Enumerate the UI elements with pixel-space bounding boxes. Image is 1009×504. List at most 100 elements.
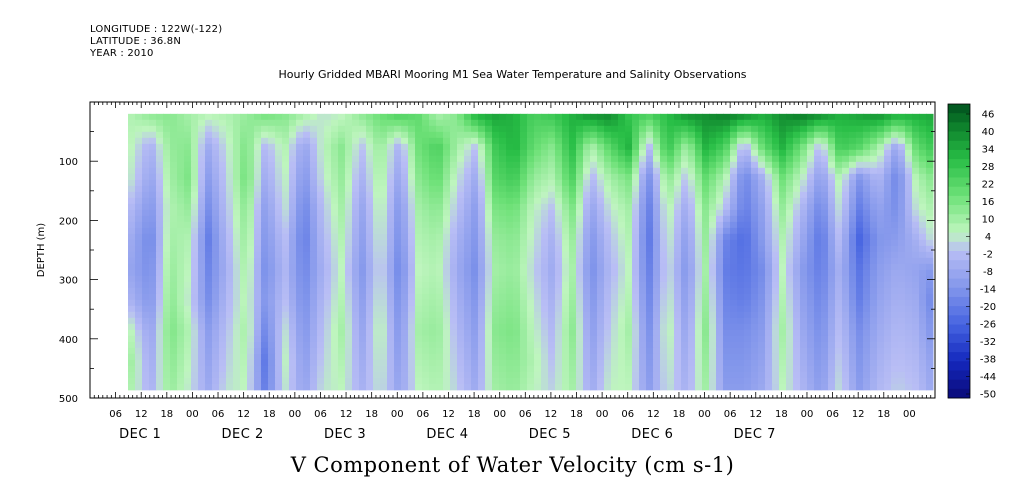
heatmap-cell <box>548 155 556 163</box>
heatmap-cell <box>226 179 234 187</box>
heatmap-cell <box>366 263 374 271</box>
heatmap-cell <box>660 185 668 193</box>
heatmap-cell <box>205 113 213 121</box>
heatmap-cell <box>520 269 528 277</box>
heatmap-cell <box>429 125 437 133</box>
heatmap-cell <box>303 119 311 127</box>
heatmap-cell <box>814 335 822 343</box>
heatmap-cell <box>765 305 773 313</box>
heatmap-cell <box>345 299 353 307</box>
heatmap-cell <box>275 371 283 379</box>
heatmap-cell <box>380 119 388 127</box>
heatmap-cell <box>821 239 829 247</box>
heatmap-cell <box>527 221 535 229</box>
heatmap-cell <box>520 305 528 313</box>
heatmap-cell <box>702 269 710 277</box>
heatmap-cell <box>184 179 192 187</box>
heatmap-cell <box>625 365 633 373</box>
heatmap-cell <box>303 191 311 199</box>
heatmap-cell <box>527 203 535 211</box>
heatmap-cell <box>296 251 304 259</box>
heatmap-cell <box>485 329 493 337</box>
heatmap-cell <box>905 215 913 223</box>
heatmap-cell <box>478 209 486 217</box>
heatmap-cell <box>611 257 619 265</box>
heatmap-cell <box>632 167 640 175</box>
heatmap-cell <box>520 251 528 259</box>
heatmap-cell <box>436 263 444 271</box>
heatmap-cell <box>856 203 864 211</box>
heatmap-cell <box>128 263 136 271</box>
heatmap-cell <box>317 173 325 181</box>
heatmap-cell <box>513 323 521 331</box>
heatmap-cell <box>275 329 283 337</box>
heatmap-cell <box>212 137 220 145</box>
heatmap-cell <box>289 113 297 121</box>
heatmap-cell <box>128 311 136 319</box>
heatmap-cell <box>366 155 374 163</box>
heatmap-cell <box>870 113 878 121</box>
heatmap-cell <box>457 191 465 199</box>
heatmap-cell <box>345 227 353 235</box>
heatmap-cell <box>450 233 458 241</box>
heatmap-cell <box>884 335 892 343</box>
heatmap-cell <box>604 257 612 265</box>
heatmap-cell <box>555 149 563 157</box>
heatmap-cell <box>366 239 374 247</box>
heatmap-cell <box>436 203 444 211</box>
heatmap-cell <box>891 161 899 169</box>
heatmap-cell <box>814 305 822 313</box>
heatmap-cell <box>191 137 199 145</box>
heatmap-cell <box>324 299 332 307</box>
heatmap-cell <box>863 143 871 151</box>
heatmap-cell <box>919 167 927 175</box>
heatmap-cell <box>457 155 465 163</box>
heatmap-cell <box>828 209 836 217</box>
heatmap-cell <box>261 131 269 139</box>
heatmap-cell <box>436 197 444 205</box>
heatmap-cell <box>457 215 465 223</box>
heatmap-cell <box>779 131 787 139</box>
heatmap-cell <box>870 365 878 373</box>
heatmap-cell <box>422 323 430 331</box>
heatmap-cell <box>800 281 808 289</box>
heatmap-cell <box>233 305 241 313</box>
heatmap-cell <box>744 125 752 133</box>
heatmap-cell <box>744 245 752 253</box>
heatmap-cell <box>667 347 675 355</box>
heatmap-cell <box>331 281 339 289</box>
heatmap-cell <box>793 149 801 157</box>
heatmap-cell <box>632 125 640 133</box>
heatmap-cell <box>345 191 353 199</box>
heatmap-cell <box>282 239 290 247</box>
heatmap-cell <box>877 341 885 349</box>
heatmap-cell <box>541 185 549 193</box>
heatmap-cell <box>814 161 822 169</box>
heatmap-cell <box>485 299 493 307</box>
heatmap-cell <box>765 191 773 199</box>
heatmap-cell <box>142 221 150 229</box>
heatmap-cell <box>800 215 808 223</box>
heatmap-cell <box>450 173 458 181</box>
heatmap-cell <box>877 119 885 127</box>
heatmap-cell <box>240 155 248 163</box>
heatmap-cell <box>891 185 899 193</box>
heatmap-cell <box>359 131 367 139</box>
heatmap-cell <box>247 233 255 241</box>
heatmap-cell <box>177 365 185 373</box>
heatmap-cell <box>786 197 794 205</box>
heatmap-cell <box>590 137 598 145</box>
heatmap-cell <box>856 257 864 265</box>
heatmap-cell <box>548 341 556 349</box>
heatmap-cell <box>478 263 486 271</box>
heatmap-cell <box>429 323 437 331</box>
heatmap-cell <box>352 191 360 199</box>
heatmap-cell <box>744 239 752 247</box>
heatmap-cell <box>786 305 794 313</box>
heatmap-cell <box>583 317 591 325</box>
heatmap-cell <box>177 203 185 211</box>
heatmap-cell <box>814 323 822 331</box>
heatmap-cell <box>191 281 199 289</box>
heatmap-cell <box>814 281 822 289</box>
heatmap-cell <box>849 149 857 157</box>
